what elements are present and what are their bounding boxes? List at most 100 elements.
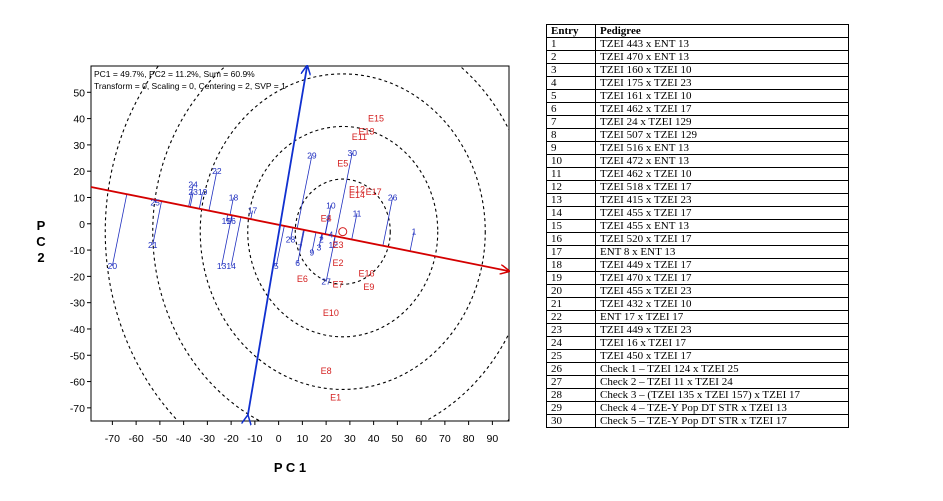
pedigree-table: Entry Pedigree 1 TZEI 443 x ENT 13 2 TZEI 4…	[546, 24, 849, 428]
entry-cell: 21	[546, 297, 596, 311]
environment-point-E6: E6	[297, 274, 308, 284]
x-tick-label: -70	[105, 433, 120, 445]
entry-cell: 4	[546, 76, 596, 90]
entry-cell: 19	[546, 271, 596, 285]
y-tick-label: 40	[73, 114, 85, 126]
environment-point-E5: E5	[337, 158, 348, 168]
pedigree-cell: TZEI 516 x ENT 13	[595, 141, 849, 155]
x-tick-label: -30	[200, 433, 215, 445]
projection-line-30	[335, 152, 353, 237]
environment-point-E11: E11	[352, 132, 367, 142]
table-row: 22 ENT 17 x TZEI 17	[546, 310, 849, 324]
genotype-point-20: 20	[108, 261, 118, 271]
environment-point-E2: E2	[332, 258, 343, 268]
pedigree-cell: TZEI 449 x TZEI 17	[595, 258, 849, 272]
entry-cell: 15	[546, 219, 596, 233]
table-row: 28 Check 3 – (TZEI 135 x TZEI 157) x TZEI…	[546, 388, 849, 402]
concentric-circle-5	[104, 66, 509, 421]
genotype-point-10: 10	[326, 200, 336, 210]
entry-cell: 8	[546, 128, 596, 142]
genotype-point-14: 14	[226, 261, 236, 271]
y-tick-label: -50	[70, 350, 85, 362]
projection-line-29	[296, 155, 313, 229]
x-tick-label: -20	[224, 433, 239, 445]
pedigree-cell: Check 3 – (TZEI 135 x TZEI 157) x TZEI 1…	[595, 388, 849, 402]
entry-cell: 2	[546, 50, 596, 64]
genotype-point-24: 24	[188, 179, 198, 189]
table-row: 16 TZEI 520 x TZEI 17	[546, 232, 849, 246]
environment-point-E12: E12	[349, 185, 365, 195]
entry-cell: 26	[546, 362, 596, 376]
pedigree-cell: TZEI 455 x TZEI 23	[595, 284, 849, 298]
table-row: 4 TZEI 175 x TZEI 23	[546, 76, 849, 90]
entry-cell: 28	[546, 388, 596, 402]
table-row: 12 TZEI 518 x TZEI 17	[546, 180, 849, 194]
entry-cell: 14	[546, 206, 596, 220]
y-axis-title-char-3: 2	[37, 250, 44, 265]
entry-cell: 13	[546, 193, 596, 207]
entry-cell: 18	[546, 258, 596, 272]
table-row: 20 TZEI 455 x TZEI 23	[546, 284, 849, 298]
y-tick-label: -30	[70, 298, 85, 310]
environment-point-E13: E13	[358, 127, 374, 137]
table-row: 9 TZEI 516 x ENT 13	[546, 141, 849, 155]
entry-cell: 17	[546, 245, 596, 259]
pedigree-cell: TZEI 520 x TZEI 17	[595, 232, 849, 246]
genotype-point-12: 12	[329, 240, 339, 250]
table-row: 5 TZEI 161 x TZEI 10	[546, 89, 849, 103]
projection-line-2	[320, 233, 323, 240]
y-tick-label: -70	[70, 403, 85, 415]
table-row: 7 TZEI 24 x TZEI 129	[546, 115, 849, 129]
pedigree-cell: TZEI 455 x ENT 13	[595, 219, 849, 233]
projection-line-23	[189, 192, 194, 208]
table-row: 27 Check 2 – TZEI 11 x TZEI 24	[546, 375, 849, 389]
x-tick-label: -10	[247, 433, 262, 445]
y-tick-label: -20	[70, 271, 85, 283]
genotype-point-2: 2	[319, 235, 324, 245]
x-tick-label: -40	[176, 433, 191, 445]
pedigree-cell: ENT 17 x TZEI 17	[595, 310, 849, 324]
genotype-point-8: 8	[326, 214, 331, 224]
genotype-point-18: 18	[229, 192, 239, 202]
entry-header: Entry	[546, 24, 596, 38]
projection-line-14	[230, 217, 242, 266]
pedigree-cell: ENT 8 x ENT 13	[595, 245, 849, 259]
entry-cell: 29	[546, 401, 596, 415]
x-axis-title: P C 1	[274, 460, 306, 475]
entry-cell: 22	[546, 310, 596, 324]
environment-point-E9: E9	[363, 282, 374, 292]
genotype-point-9: 9	[310, 248, 315, 258]
projection-line-27	[325, 236, 336, 282]
table-row: 25 TZEI 450 x TZEI 17	[546, 349, 849, 363]
table-row: 15 TZEI 455 x ENT 13	[546, 219, 849, 233]
chart-title-line-2: Transform = 0, Scaling = 0, Centering = …	[94, 81, 286, 91]
x-tick-label: 40	[368, 433, 380, 445]
pedigree-cell: Check 2 – TZEI 11 x TZEI 24	[595, 375, 849, 389]
table-header-row: Entry Pedigree	[546, 24, 849, 38]
table-row: 30 Check 5 – TZE-Y Pop DT STR x TZEI 17	[546, 414, 849, 428]
genotype-point-27: 27	[321, 277, 331, 287]
table-row: 23 TZEI 449 x TZEI 23	[546, 323, 849, 337]
entry-cell: 23	[546, 323, 596, 337]
projection-line-19	[198, 192, 204, 209]
projection-line-16	[230, 215, 233, 222]
genotype-point-22: 22	[212, 166, 222, 176]
pedigree-cell: TZEI 470 x ENT 13	[595, 50, 849, 64]
entry-cell: 25	[546, 349, 596, 363]
pedigree-cell: TZEI 470 x TZEI 17	[595, 271, 849, 285]
pedigree-cell: TZEI 161 x TZEI 10	[595, 89, 849, 103]
projection-line-11	[351, 213, 358, 240]
entry-cell: 10	[546, 154, 596, 168]
x-tick-label: 0	[276, 433, 282, 445]
entry-cell: 5	[546, 89, 596, 103]
projection-line-3	[318, 233, 323, 248]
pedigree-cell: TZEI 507 x TZEI 129	[595, 128, 849, 142]
x-tick-label: -50	[152, 433, 167, 445]
projection-line-21	[152, 201, 162, 245]
x-tick-label: 90	[487, 433, 499, 445]
pedigree-cell: TZEI 432 x TZEI 10	[595, 297, 849, 311]
pedigree-cell: Check 4 – TZE-Y Pop DT STR x TZEI 13	[595, 401, 849, 415]
environment-point-E8: E8	[321, 366, 332, 376]
pedigree-cell: TZEI 455 x TZEI 17	[595, 206, 849, 220]
projection-line-22	[208, 171, 218, 211]
